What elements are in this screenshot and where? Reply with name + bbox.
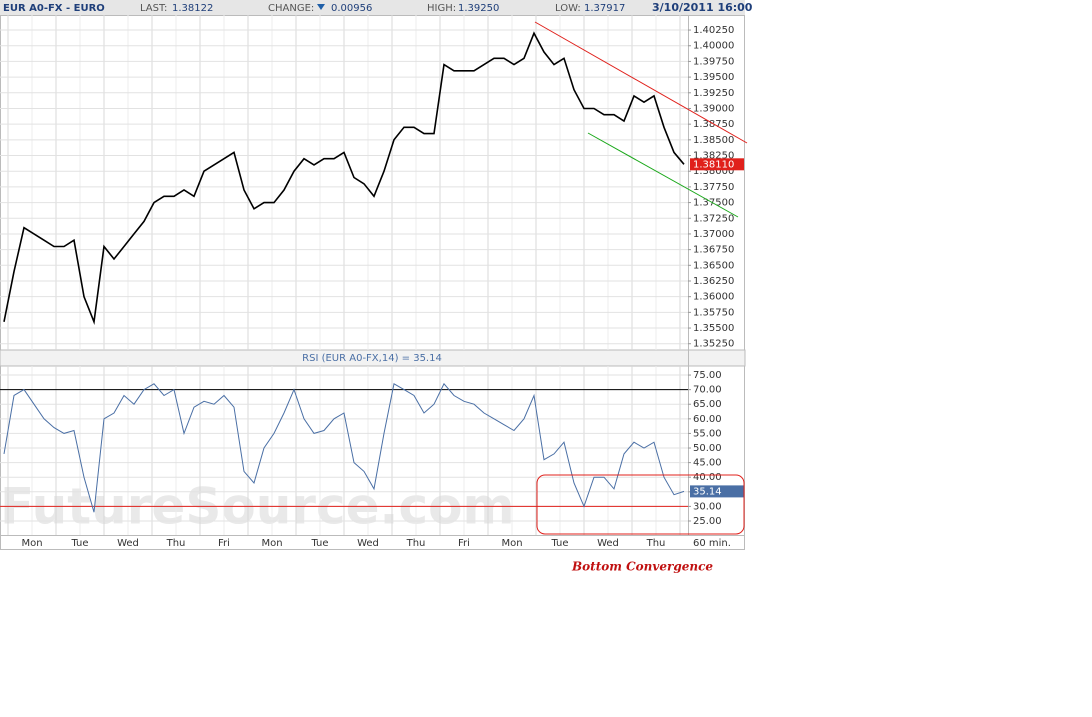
x-tick-label: Wed — [117, 538, 139, 549]
datetime: 3/10/2011 16:00 — [652, 1, 753, 14]
x-tick-label: Thu — [166, 538, 186, 549]
last-value-label: 35.14 — [693, 486, 722, 497]
y-tick-label: 25.00 — [693, 516, 722, 527]
y-tick-label: 1.39750 — [693, 56, 734, 67]
y-tick-label: 1.36500 — [693, 260, 734, 271]
y-tick-label: 45.00 — [693, 458, 722, 469]
last-label: LAST: — [140, 3, 167, 14]
y-tick-label: 75.00 — [693, 370, 722, 381]
y-tick-label: 1.38000 — [693, 166, 734, 177]
change: 0.00956 — [331, 3, 372, 14]
rsi-title: RSI (EUR A0-FX,14) = 35.14 — [302, 353, 442, 364]
y-tick-label: 1.35750 — [693, 307, 734, 318]
x-tick-label: Fri — [218, 538, 230, 549]
series-line — [3, 31, 685, 325]
x-tick-label: Tue — [310, 538, 328, 549]
last-value-box — [690, 158, 744, 171]
down-arrow — [317, 4, 325, 10]
highlight-box — [536, 474, 745, 535]
y-tick-label: 1.37250 — [693, 213, 734, 224]
y-tick-label: 1.39000 — [693, 103, 734, 114]
low: 1.37917 — [584, 3, 625, 14]
high-label: HIGH: — [427, 3, 456, 14]
x-tick-label: Tue — [550, 538, 568, 549]
x-tick-label: Mon — [261, 538, 282, 549]
y-tick-label: 1.40250 — [693, 25, 734, 36]
y-tick-label: 1.40000 — [693, 41, 734, 52]
last: 1.38122 — [172, 3, 213, 14]
x-tick-label: Thu — [406, 538, 426, 549]
y-tick-label: 1.36250 — [693, 276, 734, 287]
y-tick-label: 1.35500 — [693, 323, 734, 334]
y-tick-label: 1.36000 — [693, 292, 734, 303]
last-value-box — [690, 485, 744, 498]
x-tick-label: Mon — [501, 538, 522, 549]
y-tick-label: 50.00 — [693, 443, 722, 454]
series-line — [3, 382, 685, 513]
frame — [0, 15, 745, 550]
y-tick-label: 1.38500 — [693, 135, 734, 146]
last-value-label: 1.38110 — [693, 159, 734, 170]
x-tick-label: Tue — [70, 538, 88, 549]
y-tick-label: 30.00 — [693, 501, 722, 512]
high: 1.39250 — [458, 3, 499, 14]
x-tick-label: Wed — [597, 538, 619, 549]
y-tick-label: 70.00 — [693, 385, 722, 396]
y-tick-label: 1.38250 — [693, 151, 734, 162]
trend-line-upper — [534, 21, 748, 144]
y-tick-label: 1.39500 — [693, 72, 734, 83]
rsi-title-bar — [0, 349, 746, 367]
y-tick-label: 1.39250 — [693, 88, 734, 99]
x-tick-label: Wed — [357, 538, 379, 549]
header-bar — [0, 0, 745, 15]
y-tick-label: 65.00 — [693, 399, 722, 410]
change-label: CHANGE: — [268, 3, 314, 14]
low-label: LOW: — [555, 3, 581, 14]
y-tick-label: 1.36750 — [693, 245, 734, 256]
y-tick-label: 1.37750 — [693, 182, 734, 193]
symbol: EUR A0-FX - EURO — [3, 3, 105, 14]
x-tick-label: Mon — [21, 538, 42, 549]
y-tick-label: 60.00 — [693, 414, 722, 425]
trend-line-lower — [587, 132, 739, 218]
annotation: Bottom Convergence — [571, 560, 713, 574]
y-tick-label: 1.37000 — [693, 229, 734, 240]
y-tick-label: 1.38750 — [693, 119, 734, 130]
x-tick-label: Fri — [458, 538, 470, 549]
x-unit: 60 min. — [693, 538, 731, 549]
y-tick-label: 55.00 — [693, 428, 722, 439]
y-tick-label: 40.00 — [693, 472, 722, 483]
x-tick-label: Thu — [646, 538, 666, 549]
y-tick-label: 1.35250 — [693, 339, 734, 350]
